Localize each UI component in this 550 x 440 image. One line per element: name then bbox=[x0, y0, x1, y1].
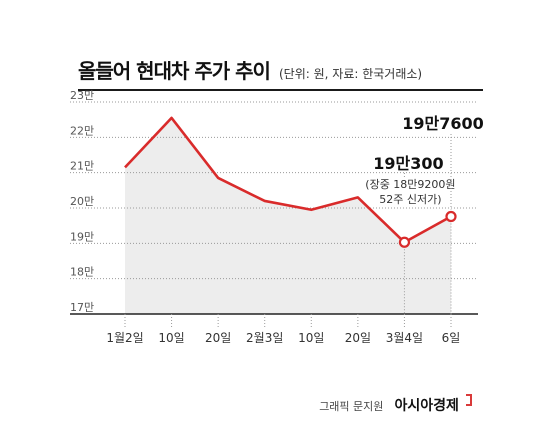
y-tick-label: 18만 bbox=[70, 266, 94, 279]
y-tick-label: 19만 bbox=[70, 230, 94, 243]
area-fill bbox=[125, 117, 451, 315]
y-tick-label: 17만 bbox=[70, 301, 94, 314]
graphic-credit: 그래픽 문지원 bbox=[319, 400, 384, 413]
x-tick-label: 6일 bbox=[442, 331, 461, 345]
chart-title: 올들어 현대차 주가 추이 bbox=[78, 59, 271, 83]
brand-logo: 아시아경제 bbox=[394, 398, 459, 414]
data-point-marker bbox=[398, 236, 411, 248]
y-tick-label: 23만 bbox=[70, 89, 94, 102]
annotation-note: 52주 신저가) bbox=[379, 193, 441, 206]
unit-note: (단위: 원, 자료: 한국거래소) bbox=[278, 67, 423, 81]
credit-block: 그래픽 문지원 아시아경제 bbox=[319, 394, 472, 415]
x-tick-label: 10일 bbox=[158, 331, 184, 345]
x-tick-label: 20일 bbox=[345, 331, 371, 345]
price-line bbox=[124, 116, 452, 244]
y-tick-label: 21만 bbox=[70, 160, 94, 173]
annotation-note: (장중 18만9200원 bbox=[365, 178, 455, 191]
chart-title-block: 올들어 현대차 주가 추이 (단위: 원, 자료: 한국거래소) bbox=[78, 55, 422, 84]
x-tick-label: 2월3일 bbox=[246, 331, 283, 345]
x-tick-label: 3월4일 bbox=[386, 331, 423, 345]
data-point-marker bbox=[445, 210, 457, 223]
title-divider bbox=[78, 89, 483, 91]
brand-mark-icon bbox=[466, 394, 472, 406]
annotation-label-last: 19만7600 bbox=[402, 114, 484, 133]
annotation-label-low: 19만300 bbox=[373, 154, 443, 173]
x-tick-label: 20일 bbox=[205, 331, 231, 345]
x-tick-label: 10일 bbox=[298, 331, 324, 345]
y-tick-label: 20만 bbox=[70, 195, 94, 208]
y-tick-label: 22만 bbox=[70, 124, 94, 137]
x-tick-label: 1월2일 bbox=[106, 331, 143, 345]
